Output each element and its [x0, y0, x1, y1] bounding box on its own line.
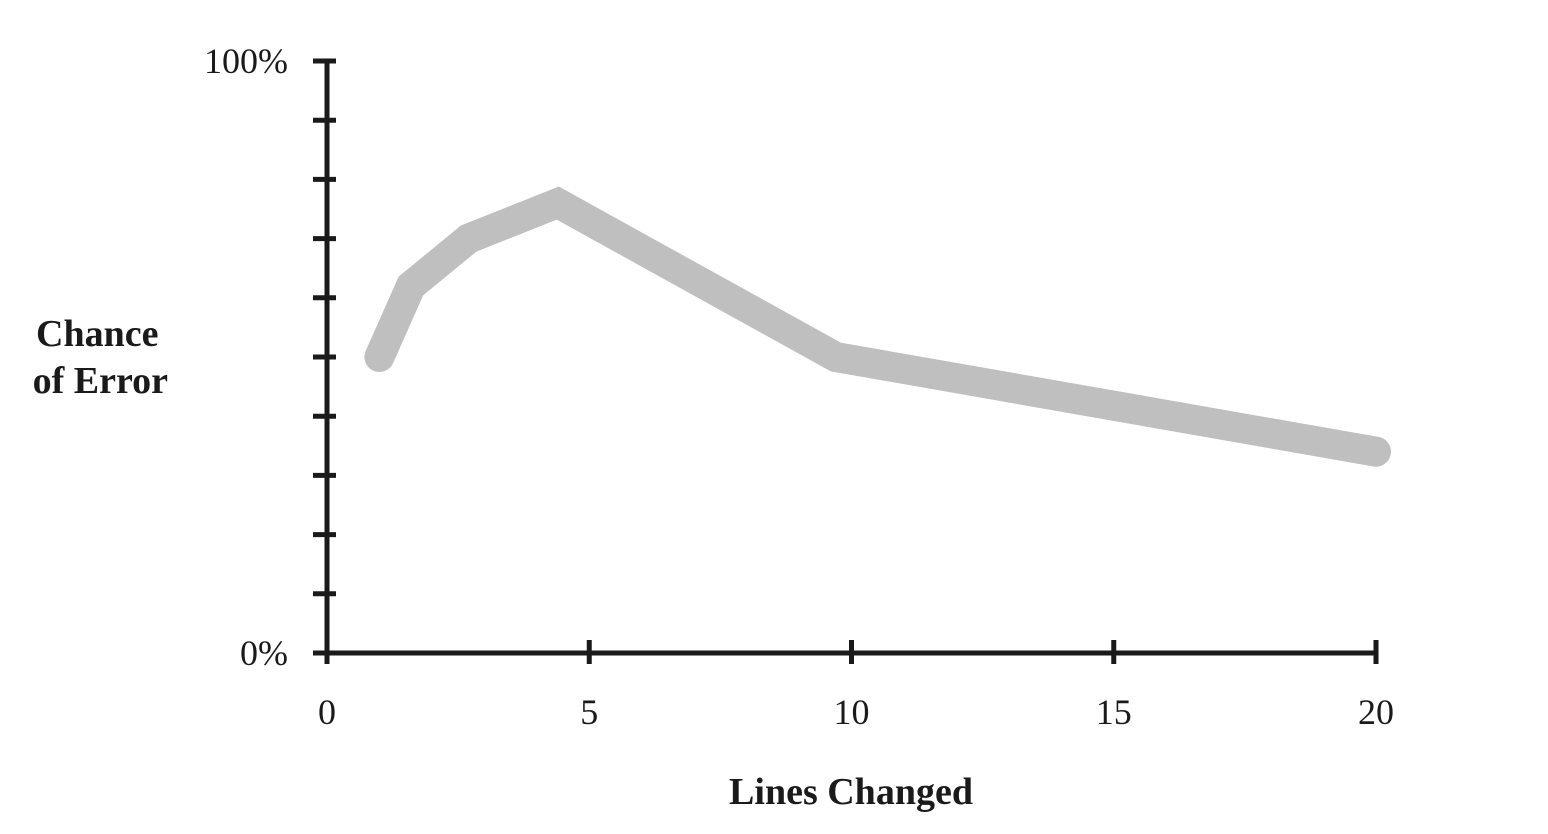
- axes: [313, 61, 1378, 660]
- x-axis-title: Lines Changed: [729, 771, 973, 813]
- y-axis-title-line-2: of Error: [33, 360, 169, 402]
- series-line: [364, 186, 1391, 467]
- x-tick-label: 0: [318, 692, 336, 732]
- x-tick-label: 5: [580, 692, 598, 732]
- x-tick-label: 20: [1358, 692, 1394, 732]
- x-axis-ticks: [324, 640, 1379, 664]
- x-axis-tick-labels: 0 5 10 15 20: [318, 692, 1394, 732]
- y-axis-ticks: [313, 58, 336, 656]
- y-axis-tick-labels: 0% 100%: [204, 41, 288, 673]
- y-axis-title-line-1: Chance: [36, 313, 158, 355]
- series-layer: [364, 186, 1391, 467]
- y-tick-label: 100%: [204, 41, 288, 81]
- x-tick-label: 10: [834, 692, 870, 732]
- y-tick-label: 0%: [240, 633, 288, 673]
- y-axis-title: Chance of Error: [33, 313, 169, 402]
- x-tick-label: 15: [1096, 692, 1132, 732]
